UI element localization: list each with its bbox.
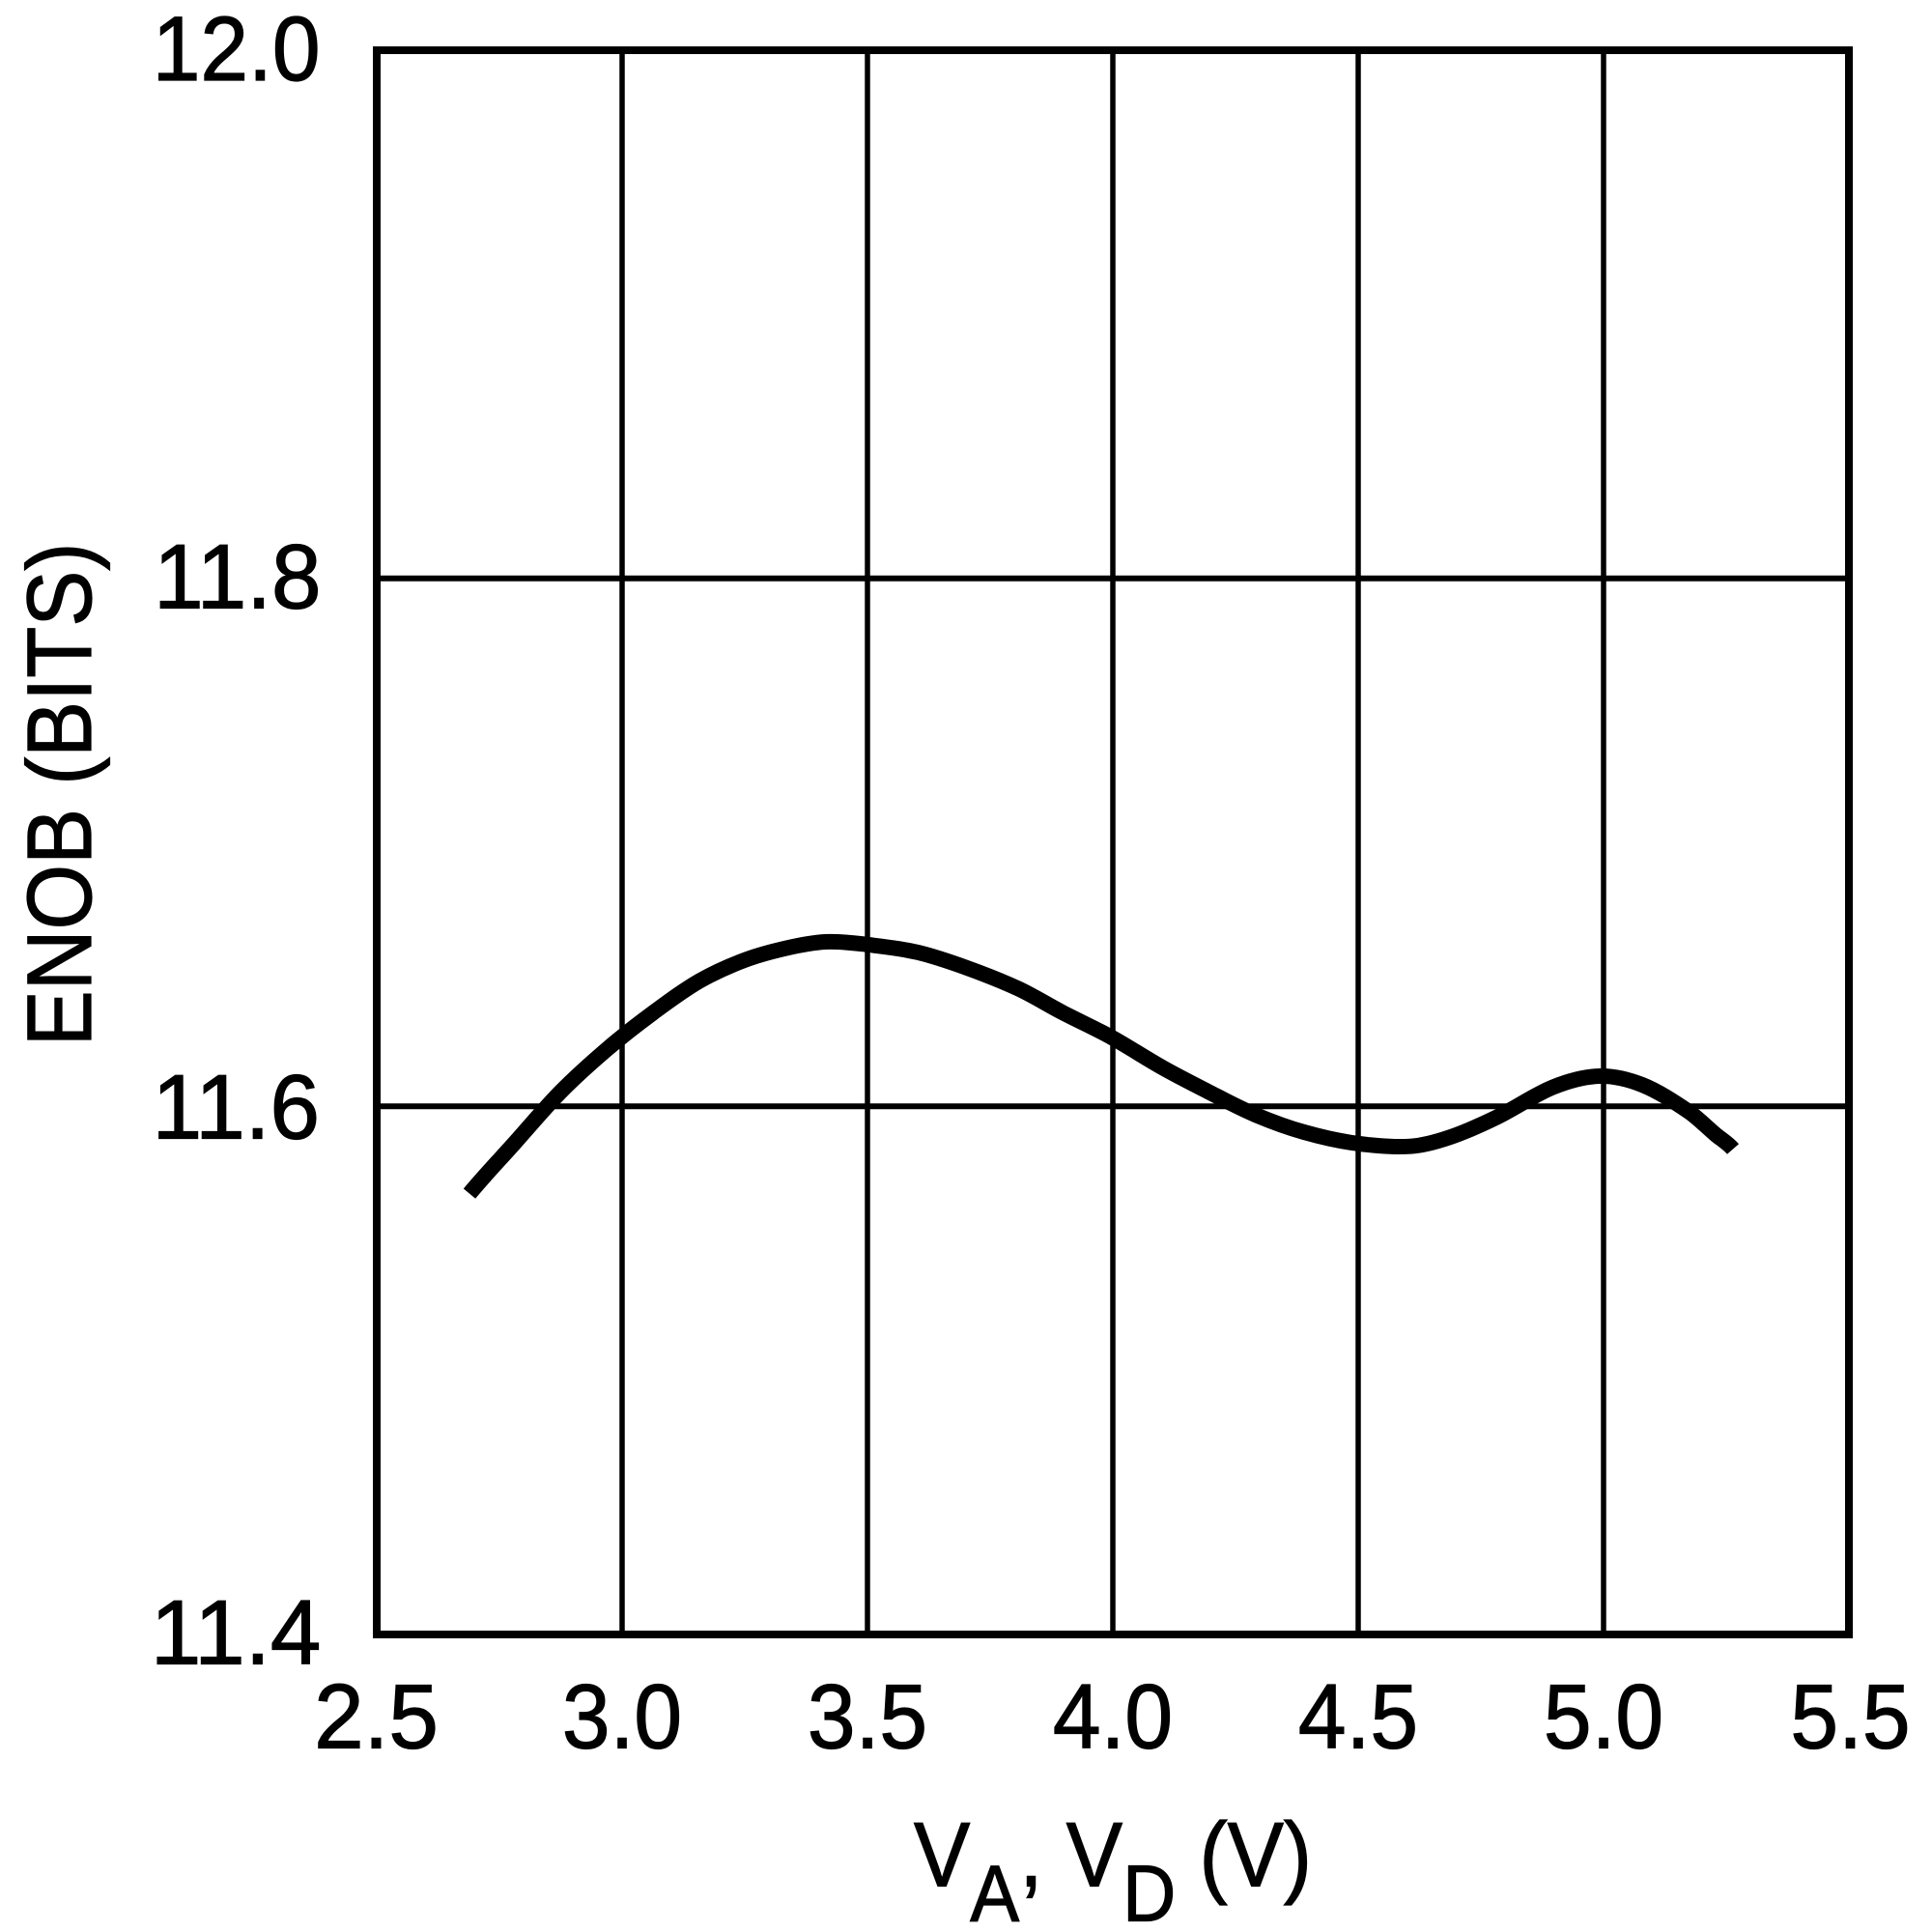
- svg-text:3.0: 3.0: [562, 1665, 682, 1768]
- svg-text:ENOB (BITS): ENOB (BITS): [9, 543, 110, 1047]
- svg-text:4.5: 4.5: [1298, 1665, 1418, 1768]
- svg-text:VA, VD (V): VA, VD (V): [914, 1804, 1312, 1932]
- svg-text:5.0: 5.0: [1544, 1665, 1663, 1768]
- svg-text:5.5: 5.5: [1790, 1665, 1910, 1768]
- svg-text:11.4: 11.4: [151, 1581, 321, 1684]
- svg-text:3.5: 3.5: [808, 1665, 927, 1768]
- svg-text:4.0: 4.0: [1053, 1665, 1173, 1768]
- svg-text:2.5: 2.5: [314, 1664, 439, 1767]
- svg-text:11.8: 11.8: [154, 525, 321, 627]
- svg-text:11.6: 11.6: [153, 1055, 320, 1157]
- svg-text:12.0: 12.0: [153, 0, 321, 100]
